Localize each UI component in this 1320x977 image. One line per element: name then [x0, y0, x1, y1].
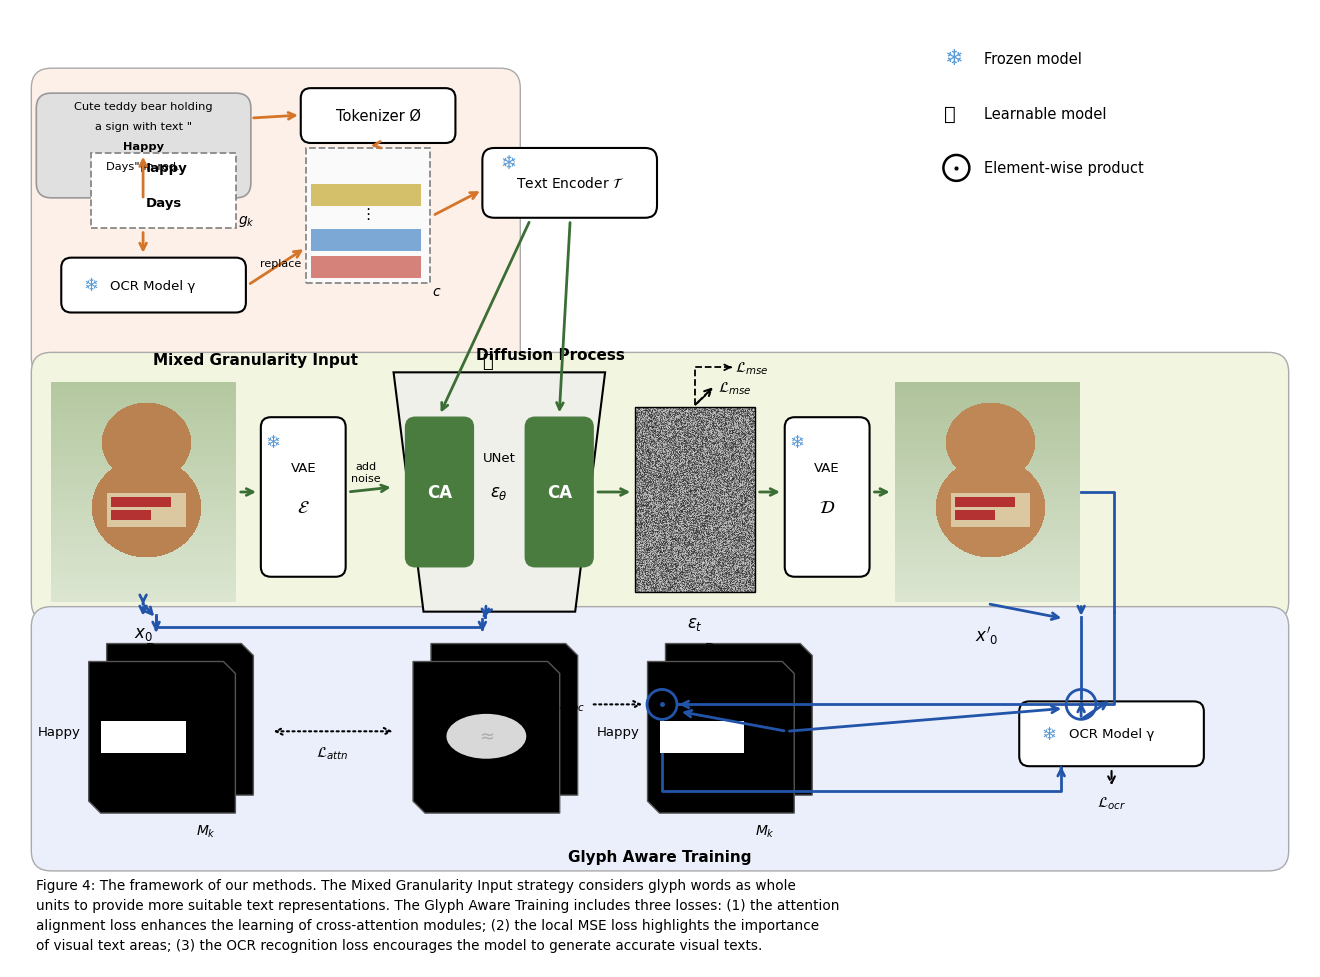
Text: 🔥: 🔥 [482, 353, 494, 371]
Text: Days: Days [145, 197, 182, 210]
FancyBboxPatch shape [91, 153, 236, 229]
Text: 🔥: 🔥 [944, 105, 956, 123]
Text: Learnable model: Learnable model [985, 106, 1106, 121]
Text: Text Encoder $\mathcal{T}$: Text Encoder $\mathcal{T}$ [516, 176, 624, 191]
Text: ❄: ❄ [944, 49, 964, 69]
Text: ⋮: ⋮ [360, 207, 376, 222]
Text: $\mathcal{L}_{mse}$: $\mathcal{L}_{mse}$ [735, 360, 768, 376]
Text: $M_k$: $M_k$ [755, 824, 775, 839]
Text: ≈: ≈ [479, 728, 494, 745]
Text: add
noise: add noise [351, 462, 380, 484]
Text: $\mathcal{L}_{ocr}$: $\mathcal{L}_{ocr}$ [1097, 794, 1126, 811]
Bar [310, 230, 421, 251]
FancyBboxPatch shape [525, 418, 593, 568]
Bar [660, 722, 744, 753]
Bar [100, 722, 186, 753]
Polygon shape [648, 661, 795, 813]
FancyBboxPatch shape [61, 258, 246, 314]
FancyBboxPatch shape [37, 94, 251, 198]
Text: Tokenizer Ø: Tokenizer Ø [335, 109, 421, 124]
Polygon shape [393, 373, 605, 612]
Text: Days" in red.: Days" in red. [106, 162, 180, 172]
Text: Glyph Aware Training: Glyph Aware Training [568, 849, 752, 864]
Bar [635, 407, 755, 592]
Text: $M_k$: $M_k$ [195, 824, 216, 839]
Text: Frozen model: Frozen model [985, 52, 1082, 66]
Text: VAE: VAE [814, 461, 840, 474]
Polygon shape [665, 644, 812, 795]
Text: Happy: Happy [38, 725, 81, 738]
FancyBboxPatch shape [32, 607, 1288, 871]
Bar [141, 694, 211, 719]
Text: ❄: ❄ [500, 154, 516, 173]
Text: $\epsilon_\theta$: $\epsilon_\theta$ [491, 484, 508, 501]
Text: CA: CA [426, 484, 451, 501]
Text: replace: replace [260, 258, 301, 269]
FancyBboxPatch shape [1019, 701, 1204, 766]
Text: Cute teddy bear holding: Cute teddy bear holding [74, 102, 213, 112]
Text: $x'_0$: $x'_0$ [975, 624, 999, 646]
FancyBboxPatch shape [301, 89, 455, 144]
FancyBboxPatch shape [261, 418, 346, 577]
FancyBboxPatch shape [784, 418, 870, 577]
Bar [310, 256, 421, 278]
Text: Diffusion Process: Diffusion Process [475, 348, 624, 363]
Text: $g_k$: $g_k$ [238, 214, 255, 229]
Polygon shape [413, 661, 560, 813]
Bar [310, 185, 421, 206]
Bar [701, 694, 771, 719]
Text: Element-wise product: Element-wise product [985, 161, 1144, 176]
FancyBboxPatch shape [32, 69, 520, 378]
Text: $\mathcal{L}_{attn}$: $\mathcal{L}_{attn}$ [317, 744, 348, 761]
Text: Days: Days [145, 641, 178, 654]
Text: $x_0$: $x_0$ [135, 624, 153, 642]
Text: Happy: Happy [123, 142, 164, 151]
Text: VAE: VAE [290, 461, 315, 474]
Text: OCR Model γ: OCR Model γ [1069, 728, 1154, 741]
FancyBboxPatch shape [306, 149, 430, 283]
Text: $\mathcal{E}$: $\mathcal{E}$ [297, 498, 310, 517]
FancyBboxPatch shape [482, 149, 657, 219]
Text: $\mathcal{D}$: $\mathcal{D}$ [818, 498, 836, 517]
Text: OCR Model γ: OCR Model γ [111, 279, 195, 292]
Text: a sign with text ": a sign with text " [95, 122, 191, 132]
Text: ❄: ❄ [1041, 725, 1056, 743]
FancyBboxPatch shape [32, 353, 1288, 622]
Polygon shape [88, 661, 235, 813]
Text: CA: CA [546, 484, 572, 501]
Polygon shape [107, 644, 253, 795]
Text: Figure 4: The framework of our methods. The Mixed Granularity Input strategy con: Figure 4: The framework of our methods. … [37, 878, 840, 952]
Text: Mixed Granularity Input: Mixed Granularity Input [153, 353, 358, 368]
Text: $\epsilon_t$: $\epsilon_t$ [686, 614, 702, 632]
Text: ❄: ❄ [265, 434, 281, 451]
Text: UNet: UNet [483, 451, 516, 464]
FancyBboxPatch shape [405, 418, 474, 568]
Text: Days: Days [705, 641, 738, 654]
Text: Happy: Happy [597, 725, 640, 738]
Ellipse shape [446, 714, 527, 759]
Text: ❄: ❄ [83, 276, 99, 295]
Polygon shape [432, 644, 578, 795]
Text: $c$: $c$ [433, 284, 442, 298]
Text: $\mathcal{L}_{loc}$: $\mathcal{L}_{loc}$ [558, 697, 585, 713]
Text: $\mathcal{L}_{mse}$: $\mathcal{L}_{mse}$ [718, 379, 751, 397]
Text: ❄: ❄ [789, 434, 805, 451]
Text: Happy: Happy [140, 162, 187, 175]
